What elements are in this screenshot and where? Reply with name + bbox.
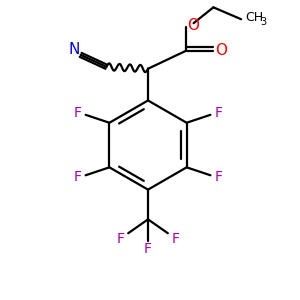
Text: N: N	[68, 42, 80, 57]
Text: 3: 3	[260, 17, 266, 27]
Text: O: O	[215, 44, 227, 59]
Text: F: F	[214, 170, 222, 184]
Text: F: F	[144, 242, 152, 256]
Text: CH: CH	[245, 11, 263, 24]
Text: F: F	[74, 106, 82, 120]
Text: F: F	[172, 232, 180, 246]
Text: F: F	[116, 232, 124, 246]
Text: F: F	[74, 170, 82, 184]
Text: O: O	[188, 18, 200, 33]
Text: F: F	[214, 106, 222, 120]
